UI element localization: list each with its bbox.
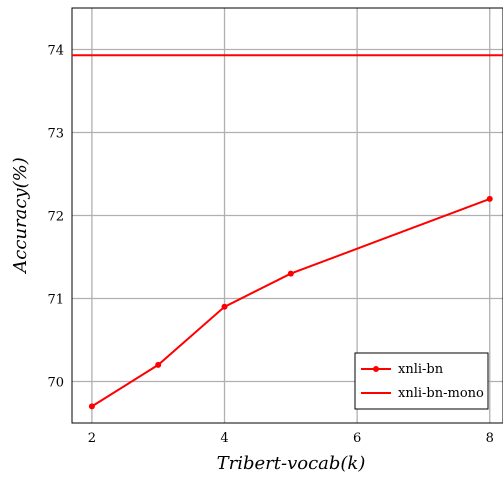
point-xnli-bn-5 (287, 270, 294, 277)
x-tick-labels: 2 4 6 8 (88, 431, 494, 446)
legend-label-xnli-bn-mono: xnli-bn-mono (398, 386, 484, 401)
grid-lines (72, 8, 503, 423)
x-tick-4: 4 (220, 431, 228, 446)
legend-label-xnli-bn: xnli-bn (398, 362, 444, 377)
y-tick-labels: 70 71 72 73 74 (47, 44, 64, 391)
x-axis-label: Tribert-vocab(k) (217, 453, 366, 474)
y-tick-72: 72 (47, 210, 64, 225)
x-tick-2: 2 (88, 431, 96, 446)
point-xnli-bn-8 (486, 195, 493, 202)
legend-marker-xnli-bn (373, 366, 379, 372)
y-tick-70: 70 (47, 376, 64, 391)
plot-frame (71, 7, 503, 424)
y-tick-71: 71 (47, 293, 64, 308)
x-tick-6: 6 (353, 431, 361, 446)
series-layer (72, 54, 503, 410)
legend-box (354, 352, 489, 410)
y-tick-74: 74 (47, 44, 64, 59)
point-xnli-bn-3 (155, 361, 162, 368)
point-xnli-bn-2 (88, 403, 95, 410)
x-tick-8: 8 (486, 431, 494, 446)
y-axis-label: Accuracy(%) (10, 157, 31, 275)
point-xnli-bn-4 (221, 303, 228, 310)
y-tick-73: 73 (47, 127, 64, 142)
legend: xnli-bn xnli-bn-mono (354, 352, 489, 410)
